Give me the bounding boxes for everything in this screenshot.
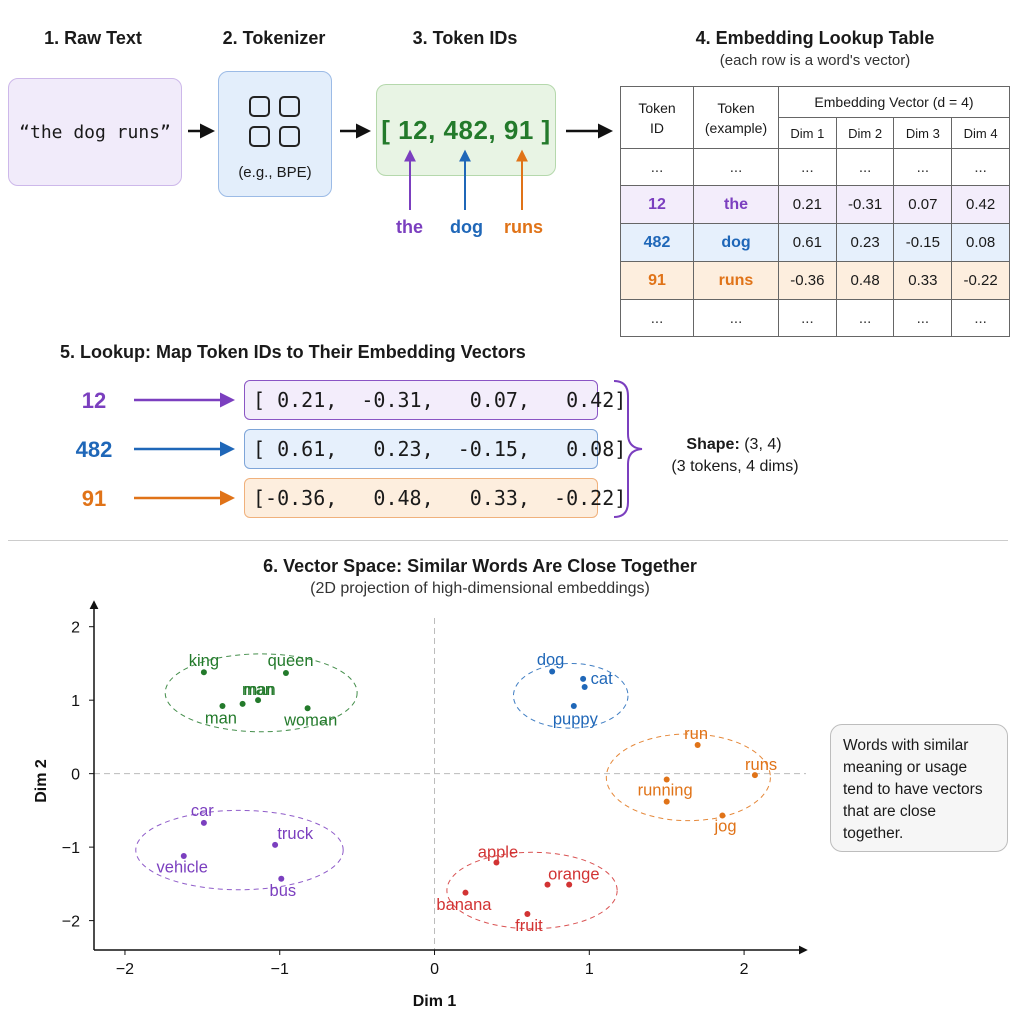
table-row: .................. <box>620 148 1010 186</box>
cluster-outline <box>446 851 618 930</box>
point-puppy <box>570 703 577 710</box>
y-tick-label: −1 <box>62 840 80 857</box>
y-tick-label: −2 <box>62 914 80 931</box>
cluster-outline <box>164 653 358 733</box>
lookup-vector-482: [ 0.61, 0.23, -0.15, 0.08] <box>244 429 626 469</box>
y-axis-label: Dim 2 <box>33 759 50 803</box>
point-label-running: running <box>638 782 693 800</box>
x-tick-label: −1 <box>271 961 289 978</box>
x-tick-label: 0 <box>430 961 439 978</box>
token-word-dog: dog <box>450 217 483 237</box>
lookup-title: 5. Lookup: Map Token IDs to Their Embedd… <box>60 342 526 362</box>
lookup-id-482: 482 <box>75 437 113 462</box>
token-ids-content: [ 12, 482, 91 ] <box>381 114 551 145</box>
header-dim-2: Dim 2 <box>835 117 895 149</box>
raw-text-title: 1. Raw Text <box>44 28 142 48</box>
point-man <box>255 697 262 704</box>
point-label-truck: truck <box>277 825 314 843</box>
point-cat <box>581 683 588 690</box>
point-label-run: run <box>684 725 708 743</box>
point-label-car: car <box>191 802 214 820</box>
point-runs <box>751 772 758 779</box>
point-label-apple: apple <box>478 843 518 861</box>
vector-space-title: 6. Vector Space: Similar Words Are Close… <box>263 556 697 576</box>
raw-text-content: “the dog runs” <box>19 121 171 143</box>
lookup-id-91: 91 <box>81 486 107 511</box>
point-label-runs: runs <box>745 756 777 774</box>
token-ids-title: 3. Token IDs <box>412 28 518 48</box>
point-apple <box>493 859 500 866</box>
point-label-fruit: fruit <box>515 917 543 935</box>
point-man <box>239 700 246 707</box>
point-queen <box>282 669 289 676</box>
y-tick-label: 0 <box>71 767 80 784</box>
header-embedding: Embedding Vector (d = 4) <box>778 86 1010 118</box>
header-token-example: Token (example) <box>693 86 779 149</box>
header-dim-4: Dim 4 <box>951 117 1010 149</box>
point-truck <box>272 841 279 848</box>
point-label-dog: dog <box>537 651 565 669</box>
point-label-king: king <box>189 652 219 670</box>
point-dog <box>549 668 556 675</box>
point-running <box>663 776 670 783</box>
point-car <box>200 819 207 826</box>
cluster-outline <box>512 662 629 729</box>
raw-text-box: “the dog runs” <box>8 78 182 186</box>
section-divider <box>8 540 1008 541</box>
point-label-cat: cat <box>591 670 613 688</box>
table-subtitle: (each row is a word's vector) <box>719 52 911 69</box>
tokenizer-title: 2. Tokenizer <box>222 28 326 48</box>
point-label-man: man <box>244 681 276 699</box>
point-vehicle <box>180 852 187 859</box>
point-man <box>219 703 226 710</box>
token-word-runs: runs <box>504 217 544 237</box>
shape-brace <box>613 380 643 518</box>
point-jog <box>719 812 726 819</box>
shape-note: (3 tokens, 4 dims) <box>671 458 799 475</box>
vector-space-subtitle: (2D projection of high-dimensional embed… <box>310 580 650 597</box>
point-label-man: man <box>205 710 237 728</box>
point-label-vehicle: vehicle <box>157 859 208 877</box>
table-row: .................. <box>620 299 1010 337</box>
point-cat <box>580 675 587 682</box>
x-tick-label: −2 <box>116 961 134 978</box>
y-tick-label: 1 <box>71 693 80 710</box>
y-tick-label: 2 <box>71 620 80 637</box>
tokenizer-box: (e.g., BPE) <box>218 71 332 197</box>
tokenizer-label: (e.g., BPE) <box>238 164 312 181</box>
point-label-queen: queen <box>268 652 314 670</box>
point-banana <box>462 889 469 896</box>
point-label-jog: jog <box>713 818 736 836</box>
cluster-outline <box>135 809 344 891</box>
similarity-note: Words with similar meaning or usage tend… <box>830 724 1008 852</box>
point-label-bus: bus <box>270 882 297 900</box>
point-bus <box>278 875 285 882</box>
point-run <box>694 741 701 748</box>
x-tick-label: 1 <box>585 961 594 978</box>
point-orange <box>566 881 573 888</box>
point-label-puppy: puppy <box>553 710 599 728</box>
point-label-orange: orange <box>548 865 599 883</box>
shape-label: Shape: (3, 4) <box>686 436 782 453</box>
token-word-the: the <box>396 217 423 237</box>
point-label-woman: woman <box>283 712 337 730</box>
lookup-id-12: 12 <box>81 388 107 413</box>
embedding-table: Token ID Token (example) Embedding Vecto… <box>620 86 1010 337</box>
table-title: 4. Embedding Lookup Table <box>695 28 935 48</box>
point-king <box>200 669 207 676</box>
table-row: 91 runs -0.36 0.48 0.33 -0.22 <box>620 261 1010 300</box>
point-orange <box>544 881 551 888</box>
point-label-man: man <box>242 681 274 699</box>
point-label-banana: banana <box>436 896 492 914</box>
point-fruit <box>524 910 531 917</box>
cluster-outline <box>605 733 771 822</box>
point-woman <box>304 705 311 712</box>
x-axis-label: Dim 1 <box>413 993 457 1010</box>
x-tick-label: 2 <box>740 961 749 978</box>
point-running <box>663 798 670 805</box>
table-row: 482 dog 0.61 0.23 -0.15 0.08 <box>620 223 1010 262</box>
tokenizer-icon <box>249 96 301 148</box>
